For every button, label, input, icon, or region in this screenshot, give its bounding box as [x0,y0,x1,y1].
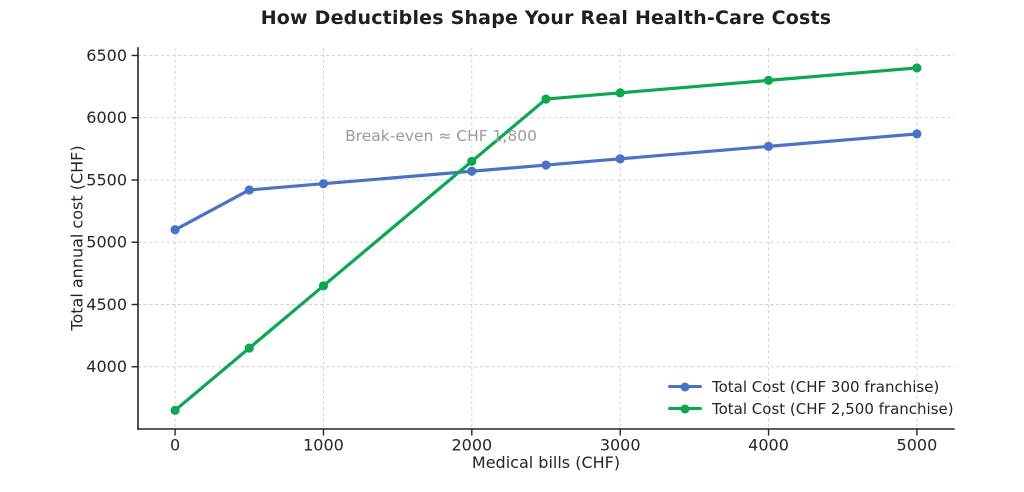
legend-label: Total Cost (CHF 2,500 franchise) [712,399,954,418]
x-tick-label: 3000 [600,436,641,455]
y-tick-label: 5500 [86,170,127,189]
legend-line-sample [668,382,702,391]
data-point-marker [541,94,551,104]
chart-legend: Total Cost (CHF 300 franchise) Total Cost… [668,377,954,418]
y-axis-label: Total annual cost (CHF) [67,145,87,331]
y-tick-label: 4000 [86,357,127,376]
series-line [173,66,919,412]
series-chf2500 [170,63,922,415]
data-point-marker [615,154,625,164]
legend-marker-dot [680,382,690,391]
data-point-marker [467,166,477,176]
y-tick-label: 4500 [86,295,127,314]
legend-item: Total Cost (CHF 2,500 franchise) [668,399,954,418]
axes-spines [137,47,955,430]
data-point-marker [912,63,922,73]
data-point-marker [318,179,329,189]
data-point-marker [541,160,551,170]
legend-marker-dot [680,404,690,413]
data-point-marker [170,225,180,235]
data-point-marker [170,405,180,415]
data-point-marker [244,185,254,195]
x-tick-label: 2000 [451,436,492,455]
data-point-marker [763,75,774,85]
data-point-marker [244,343,254,353]
legend-line-sample [668,404,702,413]
data-point-marker [763,141,774,151]
legend-label: Total Cost (CHF 300 franchise) [712,377,940,396]
breakeven-annotation: Break-even ≈ CHF 1,800 [345,127,537,145]
x-tick-label: 4000 [748,436,789,455]
x-tick-label: 0 [170,436,180,455]
y-tick-label: 6000 [86,108,127,127]
series-chf300 [170,129,922,235]
gridlines [138,48,954,429]
data-point-marker [467,156,477,166]
chart-title: How Deductibles Shape Your Real Health-C… [260,7,832,29]
x-tick-label: 5000 [897,436,938,455]
tick-marks [131,54,918,436]
series-line [173,132,919,232]
x-axis-label: Medical bills (CHF) [471,453,621,472]
tick-labels: 0 1000 2000 3000 4000 5000 4000 4500 5000 5500 600… [86,46,937,455]
y-tick-label: 5000 [86,233,127,252]
x-tick-label: 1000 [303,436,344,455]
data-point-marker [318,281,329,291]
data-point-marker [912,129,922,139]
legend-item: Total Cost (CHF 300 franchise) [668,377,954,396]
y-tick-label: 6500 [86,46,127,65]
data-point-marker [615,88,625,98]
